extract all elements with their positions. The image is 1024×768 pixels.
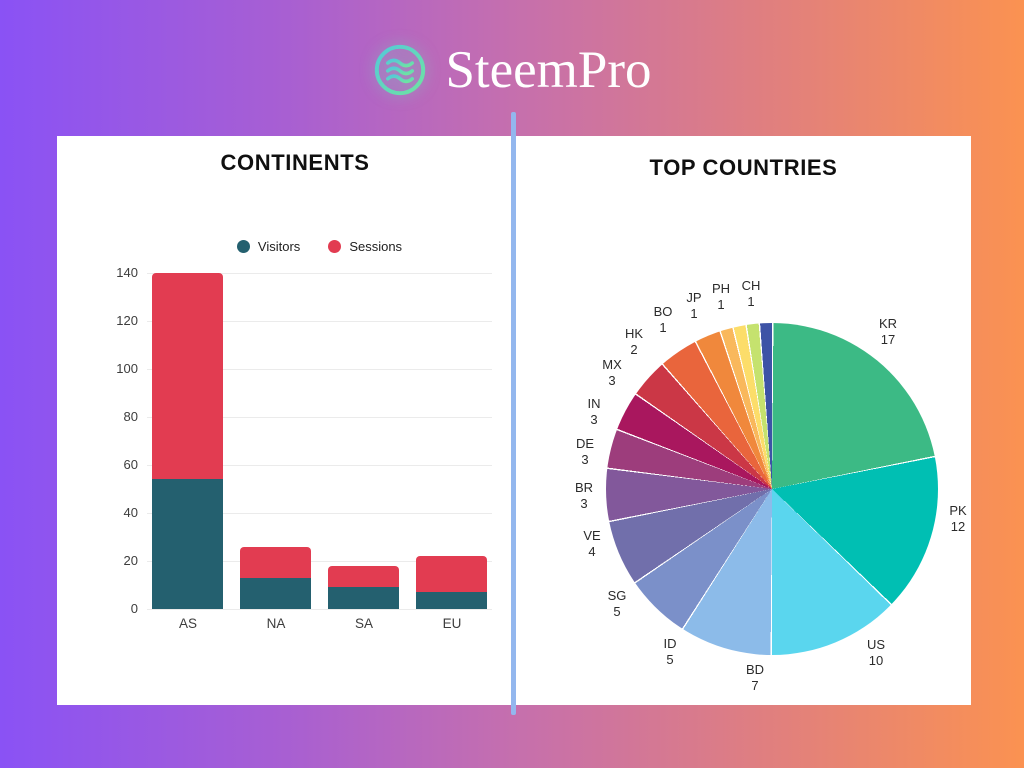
pie-slice-label: MX 3 — [584, 357, 640, 388]
pie-slice-label: PH 1 — [693, 281, 749, 312]
pie-label-code: JP — [686, 290, 702, 305]
gridline — [147, 273, 492, 274]
pie-label-value: 5 — [666, 651, 674, 667]
pie-slice-label: BO 1 — [635, 304, 691, 335]
pie-label-code: VE — [583, 528, 601, 543]
pie-label-value: 1 — [747, 293, 755, 309]
gridline — [147, 417, 492, 418]
pie-label-code: MX — [602, 357, 622, 372]
pie-slice-label: BR 3 — [556, 480, 612, 511]
y-axis-tick: 0 — [130, 601, 138, 616]
legend-item: Sessions — [328, 239, 402, 254]
pie-label-value: 2 — [630, 341, 638, 357]
y-axis-tick: 140 — [116, 265, 138, 280]
pie-label-value: 17 — [880, 331, 896, 347]
pie-label-code: US — [866, 637, 886, 652]
pie-label-code: BO — [653, 304, 673, 319]
x-axis-label: EU — [442, 616, 462, 631]
pie-label-code: ID — [663, 636, 677, 651]
pie-label-code: BD — [745, 662, 765, 677]
bar-chart-legend: Visitors Sessions — [147, 239, 492, 254]
bar-segment-visitors — [416, 592, 487, 609]
legend-item: Visitors — [236, 239, 301, 254]
pie-label-value: 1 — [659, 319, 667, 335]
pie-label-code: PH — [711, 281, 731, 296]
pie-label-code: PK — [949, 503, 967, 518]
bar-segment-visitors — [152, 479, 223, 609]
pie-label-code: HK — [624, 326, 644, 341]
pie-label-value: 1 — [717, 296, 725, 312]
gridline — [147, 513, 492, 514]
pie-label-value: 3 — [581, 451, 589, 467]
pie-slice-label: KR 17 — [860, 316, 916, 347]
pie-slice-label: CH 1 — [723, 278, 779, 309]
pie-label-value: 3 — [590, 411, 598, 427]
y-axis-tick: 20 — [123, 553, 138, 568]
pie-slice-label: BD 7 — [727, 662, 783, 693]
bar-segment-sessions — [152, 273, 223, 480]
x-axis-label: AS — [178, 616, 197, 631]
brand-name: SteemPro — [445, 41, 652, 99]
x-axis-label: NA — [266, 616, 286, 631]
pie-slice-label: JP 1 — [666, 290, 722, 321]
pie-label-value: 1 — [690, 305, 698, 321]
pie-slice-label: SG 5 — [589, 588, 645, 619]
y-axis-tick: 40 — [123, 505, 138, 520]
pie-slice-label: ID 5 — [642, 636, 698, 667]
pie-label-value: 5 — [613, 603, 621, 619]
legend-label: Visitors — [257, 239, 301, 254]
pie-slice-label: IN 3 — [566, 396, 622, 427]
pie-label-code: IN — [587, 396, 601, 411]
pie-label-value: 4 — [588, 543, 596, 559]
bar-segment-sessions — [416, 556, 487, 593]
brand-logo: SteemPro — [0, 42, 1024, 98]
y-axis-tick: 80 — [123, 409, 138, 424]
pie-chart-title: TOP COUNTRIES — [649, 155, 838, 180]
bar-segment-sessions — [240, 546, 311, 578]
pie-label-value: 7 — [751, 677, 759, 693]
x-axis-label: SA — [354, 616, 373, 631]
gridline — [147, 561, 492, 562]
pie-label-value: 10 — [868, 652, 884, 668]
pie-slice-label: PK 12 — [930, 503, 986, 534]
pie-slice-label: VE 4 — [564, 528, 620, 559]
legend-label: Sessions — [349, 239, 403, 254]
pie-label-value: 12 — [950, 518, 966, 534]
y-axis-tick: 100 — [116, 361, 138, 376]
legend-swatch — [236, 240, 250, 253]
pie-label-code: SG — [607, 588, 627, 603]
pie-label-code: CH — [741, 278, 761, 293]
pie-label-code: BR — [574, 480, 594, 495]
pie-label-value: 3 — [580, 495, 588, 511]
pie-slice-label: HK 2 — [606, 326, 662, 357]
pie-label-code: KR — [878, 316, 898, 331]
waves-circle-icon — [375, 44, 426, 96]
gridline — [147, 321, 492, 322]
pie-chart — [606, 323, 938, 655]
pie-slice-label: US 10 — [848, 637, 904, 668]
pie-label-value: 3 — [608, 372, 616, 388]
bar-chart-title: CONTINENTS — [220, 150, 370, 175]
bar-segment-visitors — [328, 587, 399, 609]
y-axis-tick: 60 — [123, 457, 138, 472]
bar-segment-visitors — [240, 577, 311, 609]
gridline — [147, 369, 492, 370]
y-axis-tick: 120 — [116, 313, 138, 328]
gridline — [147, 465, 492, 466]
gridline — [147, 609, 492, 610]
divider-line — [511, 112, 516, 715]
legend-swatch — [328, 240, 342, 253]
bar-segment-sessions — [328, 565, 399, 588]
pie-slice-label: DE 3 — [557, 436, 613, 467]
pie-label-code: DE — [575, 436, 595, 451]
